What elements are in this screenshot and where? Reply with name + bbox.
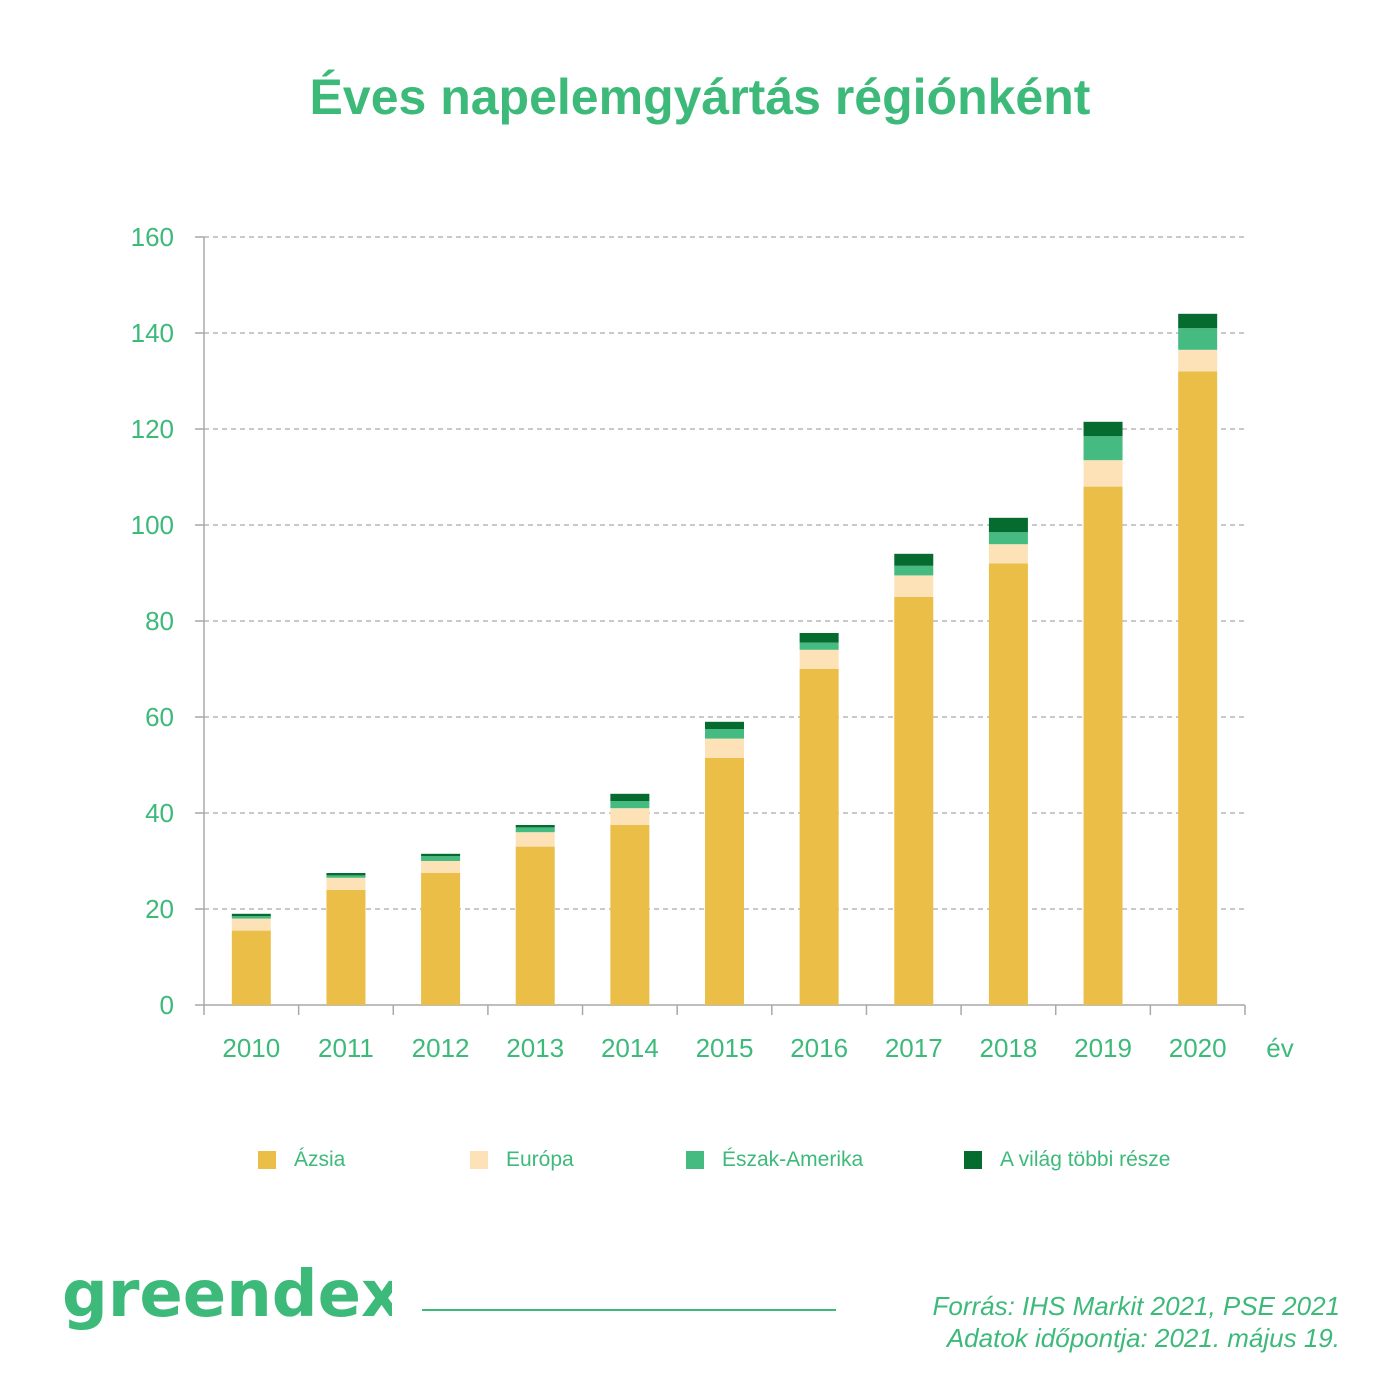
x-tick-label: 2018 (979, 1033, 1037, 1063)
bar-segment-2010-1 (231, 918, 271, 931)
footer-divider (422, 1309, 836, 1311)
bar-segment-2011-0 (326, 889, 366, 1005)
bar-segment-2019-2 (1083, 436, 1123, 461)
y-tick-label: 20 (145, 894, 174, 924)
legend-swatch (258, 1151, 276, 1169)
bar-segment-2020-0 (1178, 371, 1218, 1005)
x-tick-label: 2019 (1074, 1033, 1132, 1063)
y-tick-label: 60 (145, 702, 174, 732)
legend-swatch (686, 1151, 704, 1169)
bar-segment-2010-2 (231, 916, 271, 919)
legend-item: Ázsia (258, 1148, 345, 1172)
x-axis-label: év (1266, 1033, 1293, 1063)
bar-segment-2018-2 (988, 532, 1028, 545)
bar-segment-2014-2 (610, 801, 650, 809)
legend-label: Ázsia (294, 1148, 346, 1171)
bar-segment-2011-3 (326, 873, 366, 876)
chart-title: Éves napelemgyártás régiónként (309, 69, 1091, 125)
bar-segment-2017-1 (894, 575, 934, 597)
x-tick-label: 2020 (1169, 1033, 1227, 1063)
source-line-2: Adatok időpontja: 2021. május 19. (946, 1323, 1340, 1353)
bar-segment-2019-3 (1083, 421, 1123, 437)
legend-label: Európa (506, 1148, 574, 1171)
bar-segment-2016-1 (799, 649, 839, 669)
bar-segment-2014-0 (610, 825, 650, 1005)
bar-segment-2012-1 (421, 861, 461, 873)
bar-segment-2010-3 (231, 913, 271, 917)
x-tick-label: 2017 (885, 1033, 943, 1063)
logo-wordmark: greendex (62, 1258, 392, 1332)
bar-segment-2018-0 (988, 563, 1028, 1005)
bar-segment-2018-3 (988, 517, 1028, 533)
bar-segment-2010-0 (231, 930, 271, 1005)
bar-segment-2015-2 (705, 729, 744, 739)
y-tick-label: 100 (131, 510, 174, 540)
bar-segment-2014-1 (610, 808, 650, 825)
y-tick-label: 80 (145, 606, 174, 636)
x-tick-label: 2014 (601, 1033, 659, 1063)
y-tick-label: 160 (131, 222, 174, 252)
legend-label: Észak-Amerika (722, 1148, 864, 1171)
bar-segment-2016-3 (799, 633, 839, 643)
bar-segment-2012-0 (421, 873, 461, 1005)
legend-swatch (964, 1151, 982, 1169)
bar-segment-2017-3 (894, 553, 934, 566)
bar-chart: 0 20 40 60 80 100 120 140 160 2010 2011 2012 2013 201… (131, 222, 1294, 1063)
greendex-logo: greendex (62, 1258, 402, 1363)
y-tick-label: 120 (131, 414, 174, 444)
y-tick-label: 40 (145, 798, 174, 828)
source-note: Forrás: IHS Markit 2021, PSE 2021 Adatok… (932, 1290, 1340, 1354)
x-tick-label: 2011 (318, 1033, 374, 1063)
bar-segment-2013-0 (515, 846, 555, 1005)
bar-segment-2017-2 (894, 565, 934, 576)
bar-segment-2017-0 (894, 597, 934, 1005)
source-line-1: Forrás: IHS Markit 2021, PSE 2021 (932, 1291, 1340, 1321)
legend-item: A világ többi része (964, 1148, 1170, 1172)
legend-swatch (470, 1151, 488, 1169)
legend: Ázsia Európa Észak-Amerika A világ többi ré… (0, 1148, 1400, 1178)
bar-segment-2020-2 (1178, 328, 1218, 350)
bar-segment-2012-3 (421, 853, 461, 857)
bar-segment-2013-2 (515, 827, 555, 833)
bar-segment-2020-1 (1178, 349, 1218, 372)
bar-segment-2013-1 (515, 832, 555, 847)
bar-segment-2016-2 (799, 642, 839, 650)
x-tick-label: 2013 (506, 1033, 564, 1063)
bar-segment-2015-1 (705, 738, 744, 758)
bar-segment-2020-3 (1178, 313, 1218, 329)
legend-item: Észak-Amerika (686, 1148, 863, 1172)
bar-segment-2015-3 (705, 721, 744, 729)
bar-segment-2012-2 (421, 856, 461, 861)
bar-segment-2015-0 (705, 757, 744, 1005)
bar-segment-2011-1 (326, 877, 366, 890)
bar-segment-2016-0 (799, 669, 839, 1005)
bar-segment-2014-3 (610, 793, 650, 801)
x-tick-label: 2010 (222, 1033, 280, 1063)
y-tick-label: 0 (160, 990, 174, 1020)
x-tick-label: 2012 (412, 1033, 470, 1063)
bar-segment-2018-1 (988, 544, 1028, 564)
y-tick-label: 140 (131, 318, 174, 348)
bar-segment-2013-3 (515, 825, 555, 828)
legend-label: A világ többi része (1000, 1148, 1171, 1171)
bar-segment-2019-1 (1083, 460, 1123, 487)
legend-item: Európa (470, 1148, 574, 1172)
bar-segment-2011-2 (326, 875, 366, 878)
bar-segment-2019-0 (1083, 486, 1123, 1006)
x-tick-label: 2016 (790, 1033, 848, 1063)
x-tick-label: 2015 (696, 1033, 754, 1063)
